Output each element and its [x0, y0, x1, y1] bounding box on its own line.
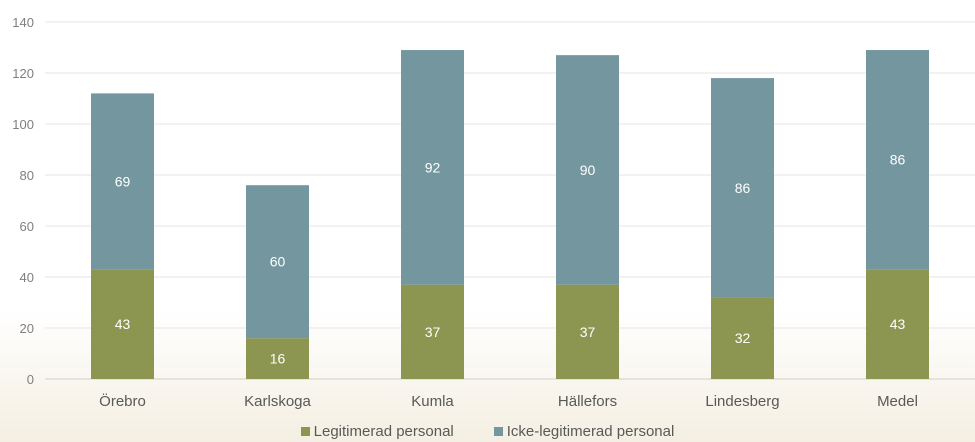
y-tick-label: 140 — [12, 15, 34, 30]
x-axis-ticks: Örebro Karlskoga Kumla Hällefors Lindesberg M… — [99, 392, 918, 410]
gridlines — [45, 21, 975, 380]
legend-item-legitimerad: Legitimerad personal — [300, 422, 454, 440]
x-tick-label: Kumla — [411, 393, 454, 410]
data-label: 90 — [580, 162, 596, 178]
y-axis-ticks: 0 20 40 60 80 100 120 140 — [12, 15, 34, 387]
bar-segment — [866, 50, 929, 270]
legend-label-legitimerad: Legitimerad personal — [313, 422, 454, 440]
bar-segment — [91, 269, 154, 379]
y-tick-label: 40 — [20, 270, 34, 285]
data-label: 16 — [270, 351, 286, 367]
bar-segment — [556, 55, 619, 285]
legend-swatch-icke-legitimerad — [493, 426, 503, 436]
data-label: 69 — [115, 173, 131, 189]
data-label: 43 — [890, 316, 906, 332]
legend-label-icke-legitimerad: Icke-legitimerad personal — [506, 422, 675, 440]
data-label: 60 — [270, 254, 286, 270]
data-label: 43 — [115, 316, 131, 332]
data-label: 86 — [890, 152, 906, 168]
x-tick-label: Karlskoga — [244, 393, 311, 410]
data-labels: 43 69 16 60 37 92 37 90 32 86 43 86 — [115, 152, 906, 367]
legend-swatch-legitimerad — [300, 426, 310, 436]
data-label: 37 — [425, 324, 441, 340]
bar-segment — [866, 269, 929, 379]
bars — [91, 50, 929, 379]
x-tick-label: Hällefors — [558, 393, 617, 410]
bar-segment — [401, 284, 464, 379]
y-tick-label: 20 — [20, 321, 34, 336]
data-label: 86 — [735, 180, 751, 196]
bar-segment — [711, 78, 774, 298]
y-tick-label: 100 — [12, 117, 34, 132]
bar-segment — [91, 93, 154, 270]
bar-segment — [401, 50, 464, 285]
x-tick-label: Örebro — [99, 392, 146, 410]
bar-segment — [246, 338, 309, 379]
y-tick-label: 120 — [12, 66, 34, 81]
x-tick-label: Lindesberg — [705, 393, 779, 410]
data-label: 37 — [580, 324, 596, 340]
y-tick-label: 60 — [20, 219, 34, 234]
legend: Legitimerad personal Icke-legitimerad pe… — [0, 420, 975, 442]
bar-segment — [246, 185, 309, 339]
data-label: 92 — [425, 159, 441, 175]
y-tick-label: 80 — [20, 168, 34, 183]
data-label: 32 — [735, 330, 751, 346]
y-tick-label: 0 — [27, 372, 34, 387]
bar-segment — [556, 284, 619, 379]
bar-segment — [711, 297, 774, 379]
legend-item-icke-legitimerad: Icke-legitimerad personal — [493, 422, 675, 440]
x-tick-label: Medel — [877, 393, 918, 410]
